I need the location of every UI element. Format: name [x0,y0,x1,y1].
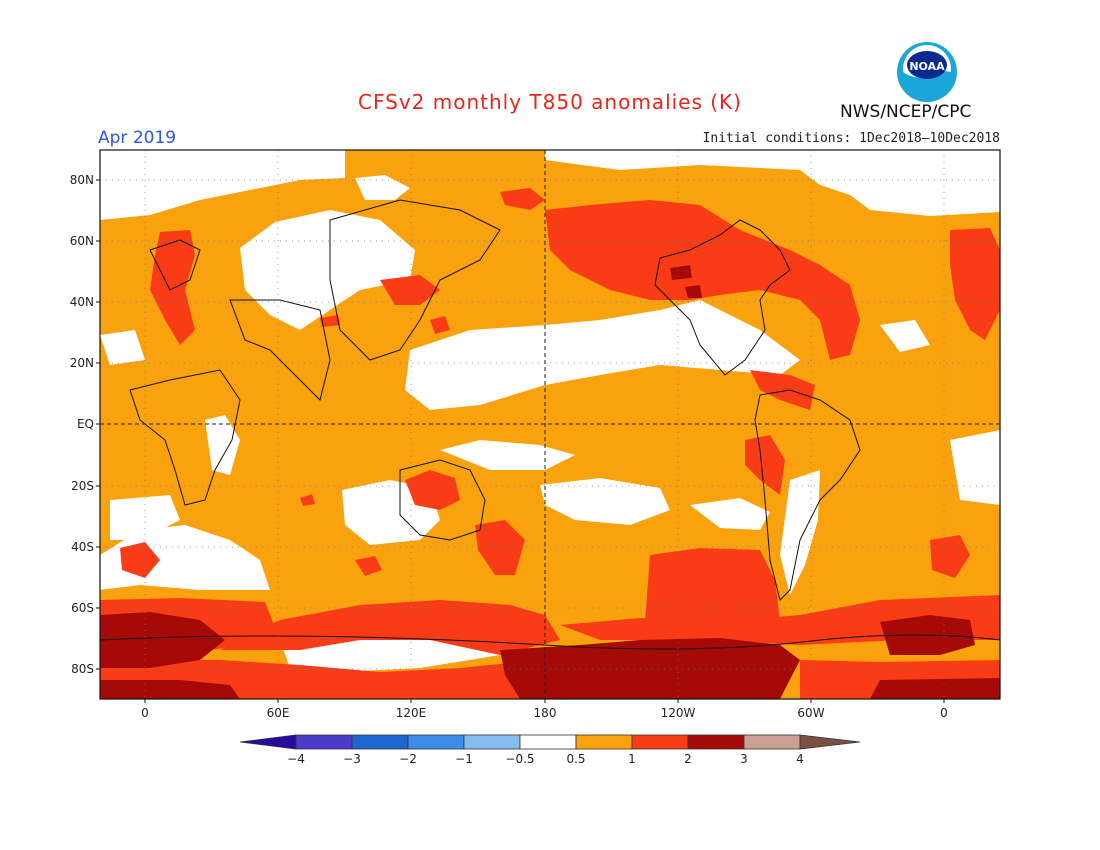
lon-label: 120E [395,706,427,720]
lat-label: 20S [71,479,94,493]
lon-label: 0 [141,706,149,720]
lon-label: 60E [266,706,290,720]
graticule [100,150,1000,699]
axis-ticks [96,179,945,703]
colorbar-bin [519,734,577,750]
colorbar-tick: −4 [287,752,305,766]
lat-label: 80N [69,173,94,187]
equator-dateline [100,150,1000,699]
lon-label: 60W [797,706,825,720]
chart-title: CFSv2 monthly T850 anomalies (K) [358,90,742,114]
strong-anomaly-regions [100,265,1000,699]
valid-month: Apr 2019 [98,128,177,148]
lon-label: 120W [660,706,696,720]
colorbar-tick: 4 [796,752,804,766]
colorbar-tick: 3 [740,752,748,766]
noaa-logo: NOAA [897,42,957,102]
initial-conditions: Initial conditions: 1Dec2018–10Dec2018 [702,131,1000,146]
lon-label: 0 [940,706,948,720]
colorbar-tick: −2 [399,752,417,766]
colorbar-bin [575,734,633,750]
colorbar-tick: −3 [343,752,361,766]
lat-label: EQ [76,417,94,431]
colorbar-low-arrow [239,734,297,750]
weak-anomaly-regions [100,150,1000,672]
colorbar-bin [407,734,465,750]
colorbar-tick: −0.5 [505,752,535,766]
colorbar-bin [463,734,521,750]
colorbar-tick: 0.5 [566,752,586,766]
colorbar-high-arrow [799,734,861,750]
colorbar-tick: 2 [684,752,692,766]
lat-label: 40N [69,295,94,309]
lat-label: 20N [69,356,94,370]
svg-text:NOAA: NOAA [909,60,945,73]
organization-label: NWS/NCEP/CPC [840,102,972,122]
colorbar-bin [295,734,353,750]
lat-label: 80S [71,662,94,676]
colorbar-tick: −1 [455,752,473,766]
lat-label: 60S [71,601,94,615]
colorbar-bin [351,734,409,750]
colorbar-bin [743,734,801,750]
lat-label: 60N [69,234,94,248]
colorbar-tick: 1 [628,752,636,766]
colorbar-bin [631,734,689,750]
colorbar [239,734,861,750]
lat-label: 40S [71,540,94,554]
lon-label: 180 [533,706,557,720]
colorbar-bin [687,734,745,750]
coastlines [100,199,1000,650]
